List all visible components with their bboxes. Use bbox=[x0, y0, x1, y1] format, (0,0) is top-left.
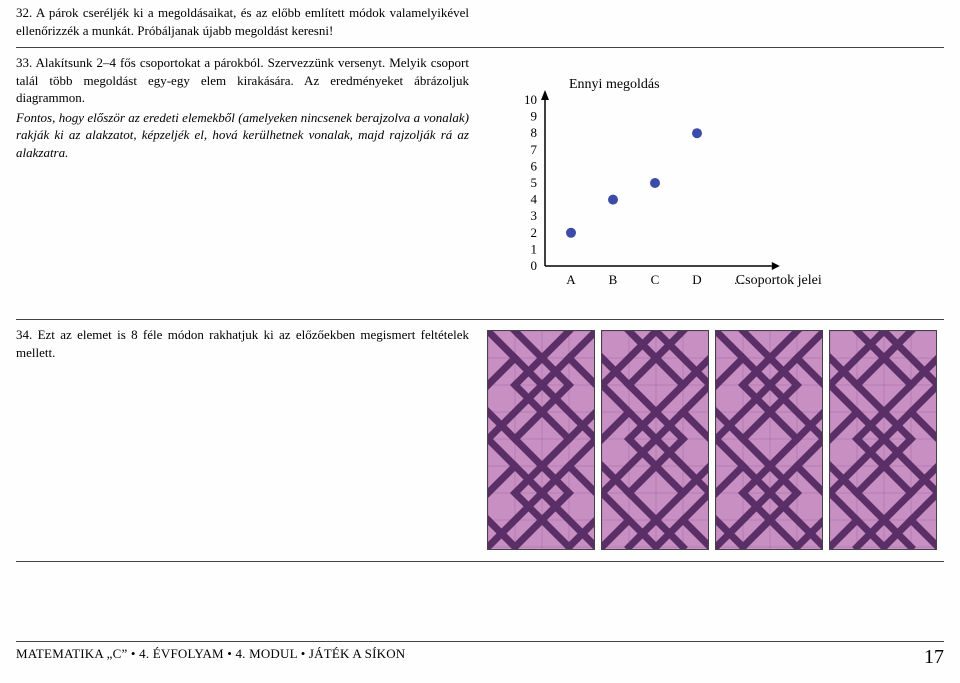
svg-text:4: 4 bbox=[531, 192, 538, 207]
svg-text:Csoportok jelei: Csoportok jelei bbox=[736, 273, 822, 288]
svg-text:Ennyi megoldás: Ennyi megoldás bbox=[569, 77, 660, 92]
solutions-chart: 012345678910ABCD...Ennyi megoldásCsoport… bbox=[509, 66, 944, 311]
task-33-right: 012345678910ABCD...Ennyi megoldásCsoport… bbox=[481, 54, 944, 311]
svg-text:D: D bbox=[692, 272, 701, 287]
svg-text:A: A bbox=[566, 272, 576, 287]
svg-text:2: 2 bbox=[531, 225, 538, 240]
svg-text:8: 8 bbox=[531, 125, 538, 140]
svg-text:3: 3 bbox=[531, 208, 538, 223]
task-34-right bbox=[481, 326, 944, 553]
svg-text:0: 0 bbox=[531, 258, 538, 273]
task-33-p1: 33. Alakítsunk 2–4 fős csoportokat a pár… bbox=[16, 54, 469, 107]
tile-3 bbox=[715, 330, 823, 550]
task-32-right bbox=[481, 4, 944, 39]
svg-text:1: 1 bbox=[531, 241, 538, 256]
page-number: 17 bbox=[924, 646, 944, 669]
task-32-text: 32. A párok cseréljék ki a megoldásaikat… bbox=[16, 4, 481, 39]
tile-grid bbox=[485, 330, 944, 550]
tile-4 bbox=[829, 330, 937, 550]
task-33-p2: Fontos, hogy először az eredeti elemekbő… bbox=[16, 109, 469, 162]
svg-text:9: 9 bbox=[531, 109, 538, 124]
svg-text:7: 7 bbox=[531, 142, 538, 157]
svg-text:5: 5 bbox=[531, 175, 538, 190]
svg-text:C: C bbox=[651, 272, 660, 287]
task-33-row: 33. Alakítsunk 2–4 fős csoportokat a pár… bbox=[16, 54, 944, 320]
task-34-text: 34. Ezt az elemet is 8 féle módon rakhat… bbox=[16, 326, 481, 553]
tile-1 bbox=[487, 330, 595, 550]
page-footer: MATEMATIKA „C” • 4. ÉVFOLYAM • 4. MODUL … bbox=[16, 641, 944, 669]
svg-text:B: B bbox=[609, 272, 618, 287]
tile-2 bbox=[601, 330, 709, 550]
svg-text:6: 6 bbox=[531, 158, 538, 173]
task-33-left: 33. Alakítsunk 2–4 fős csoportokat a pár… bbox=[16, 54, 481, 311]
footer-left: MATEMATIKA „C” • 4. ÉVFOLYAM • 4. MODUL … bbox=[16, 646, 405, 669]
svg-text:10: 10 bbox=[524, 92, 537, 107]
task-32-row: 32. A párok cseréljék ki a megoldásaikat… bbox=[16, 4, 944, 48]
task-34-row: 34. Ezt az elemet is 8 féle módon rakhat… bbox=[16, 326, 944, 562]
